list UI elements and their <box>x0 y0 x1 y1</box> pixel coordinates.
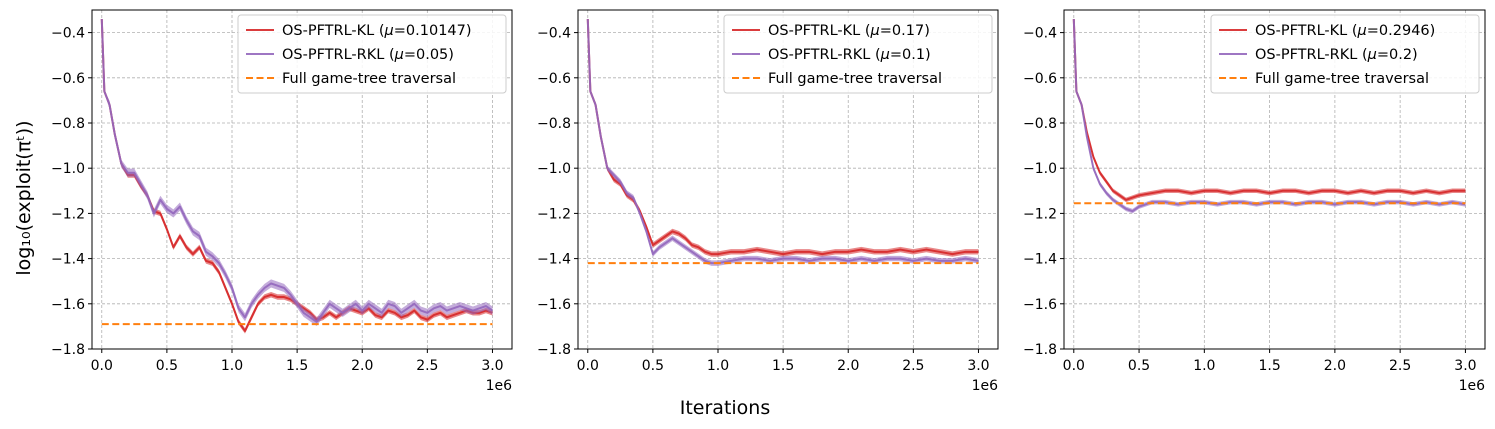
series-line-rkl <box>100 19 494 323</box>
legend: OS-PFTRL-KL (μ=0.17) OS-PFTRL-RKL (μ=0.1)… <box>723 14 993 94</box>
x-tick-label: 0.5 <box>1128 358 1150 374</box>
legend: OS-PFTRL-KL (μ=0.10147) OS-PFTRL-RKL (μ=0… <box>237 14 507 94</box>
y-tick-label: −1.4 <box>51 252 85 268</box>
x-tick-label: 1.5 <box>772 358 794 374</box>
y-tick-label: −0.8 <box>537 116 571 132</box>
y-tick-label: −0.6 <box>1023 71 1057 87</box>
axes-frame <box>91 9 513 350</box>
y-tick-label: −1.4 <box>537 252 571 268</box>
y-tick-label: −1.0 <box>537 161 571 177</box>
y-tick-label: −1.8 <box>537 342 571 358</box>
y-tick-label: −0.6 <box>537 71 571 87</box>
x-tick-label: 2.5 <box>902 358 924 374</box>
legend-frame <box>237 14 507 94</box>
y-tick-label: −0.8 <box>51 116 85 132</box>
y-tick-label: −1.2 <box>1023 206 1057 222</box>
y-tick-label: −1.2 <box>537 206 571 222</box>
x-tick-label: 1.0 <box>1193 358 1215 374</box>
x-tick-label: 1.5 <box>286 358 308 374</box>
y-tick-label: −1.0 <box>51 161 85 177</box>
y-tick-label: −0.8 <box>1023 116 1057 132</box>
legend: OS-PFTRL-KL (μ=0.2946) OS-PFTRL-RKL (μ=0.… <box>1210 14 1480 94</box>
y-tick-label: −1.8 <box>51 342 85 358</box>
legend-label-rkl: OS-PFTRL-RKL (μ=0.05) <box>282 47 454 63</box>
x-tick-label: 1.0 <box>707 358 729 374</box>
legend-label-rkl: OS-PFTRL-RKL (μ=0.2) <box>1255 47 1418 63</box>
x-axis-label: Iterations <box>680 397 771 419</box>
y-tick-label: −1.6 <box>51 297 85 313</box>
axes-frame <box>1063 9 1486 350</box>
x-tick-label: 0.0 <box>1063 358 1085 374</box>
x-offset-text: 1e6 <box>486 378 513 394</box>
x-tick-label: 2.5 <box>1389 358 1411 374</box>
x-tick-label: 2.5 <box>416 358 438 374</box>
y-tick-label: −1.8 <box>1023 342 1057 358</box>
y-tick-label: −1.4 <box>1023 252 1057 268</box>
y-tick-label: −0.4 <box>1023 26 1057 42</box>
y-tick-label: −0.4 <box>51 26 85 42</box>
y-tick-label: −1.6 <box>1023 297 1057 313</box>
legend-frame <box>1210 14 1480 94</box>
legend-label-full: Full game-tree traversal <box>768 71 942 87</box>
x-tick-label: 1.0 <box>221 358 243 374</box>
y-tick-label: −1.2 <box>51 206 85 222</box>
legend-label-kl: OS-PFTRL-KL (μ=0.2946) <box>1255 23 1435 39</box>
legend-label-full: Full game-tree traversal <box>282 71 456 87</box>
x-tick-label: 0.5 <box>156 358 178 374</box>
chart-panel-2: 0.0 0.5 1.0 1.5 2.0 2.5 3.0 −0.4 −0.6 −0.8 −1.0 −1.… <box>537 9 999 394</box>
x-tick-label: 0.5 <box>642 358 664 374</box>
legend-label-rkl: OS-PFTRL-RKL (μ=0.1) <box>768 47 931 63</box>
x-tick-label: 2.0 <box>837 358 859 374</box>
y-tick-label: −0.4 <box>537 26 571 42</box>
x-tick-label: 3.0 <box>967 358 989 374</box>
x-tick-label: 0.0 <box>577 358 599 374</box>
x-tick-label: 0.0 <box>91 358 113 374</box>
x-offset-text: 1e6 <box>1459 378 1486 394</box>
y-axis-label: log₁₀(exploit(πᵗ)) <box>13 120 35 275</box>
x-tick-label: 2.0 <box>351 358 373 374</box>
x-tick-label: 2.0 <box>1324 358 1346 374</box>
x-offset-text: 1e6 <box>972 378 999 394</box>
series-line-kl <box>1072 19 1466 201</box>
y-tick-label: −1.0 <box>1023 161 1057 177</box>
legend-frame <box>723 14 993 94</box>
series-line-rkl <box>1072 19 1466 213</box>
y-tick-label: −1.6 <box>537 297 571 313</box>
legend-label-kl: OS-PFTRL-KL (μ=0.10147) <box>282 23 472 39</box>
legend-label-kl: OS-PFTRL-KL (μ=0.17) <box>768 23 930 39</box>
x-tick-label: 3.0 <box>1454 358 1476 374</box>
chart-panel-1: 0.0 0.5 1.0 1.5 2.0 2.5 3.0 −0.4 −0.6 −0.8 −1.0 −1.… <box>51 9 513 394</box>
axes-frame <box>577 9 999 350</box>
y-tick-label: −0.6 <box>51 71 85 87</box>
legend-label-full: Full game-tree traversal <box>1255 71 1429 87</box>
chart-panel-3: 0.0 0.5 1.0 1.5 2.0 2.5 3.0 −0.4 −0.6 −0.8 −1.0 −1.… <box>1023 9 1486 394</box>
x-tick-label: 1.5 <box>1258 358 1280 374</box>
x-tick-label: 3.0 <box>481 358 503 374</box>
